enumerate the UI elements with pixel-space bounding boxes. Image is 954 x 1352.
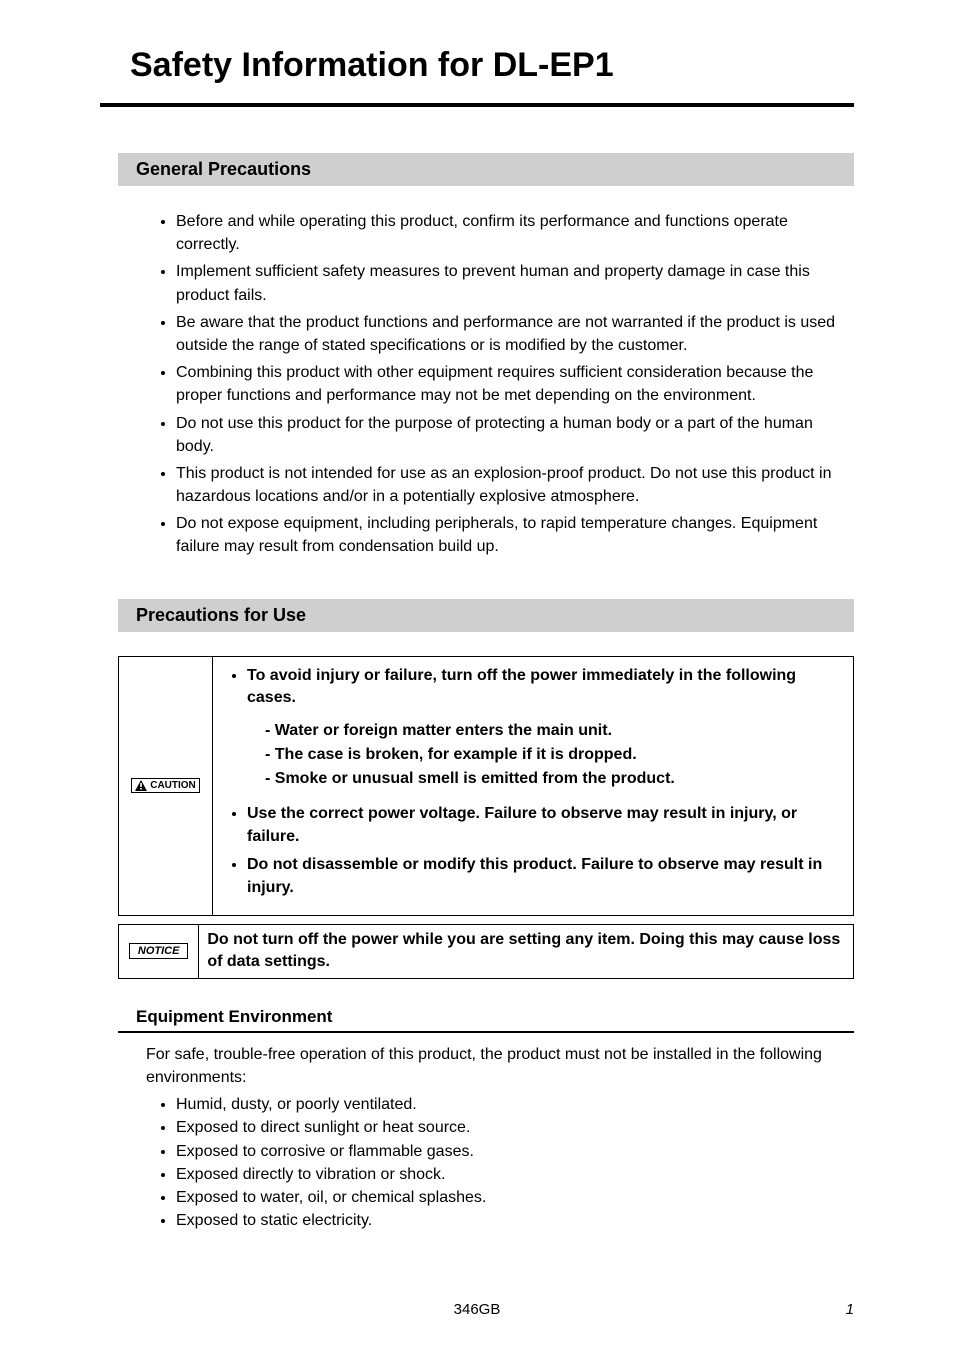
footer-center: 346GB [454,1301,501,1318]
caution-badge: CAUTION [131,778,200,793]
list-item: Combining this product with other equipm… [176,361,854,407]
list-item: Exposed to direct sunlight or heat sourc… [176,1116,854,1139]
caution-badge-label: CAUTION [150,780,196,791]
document-title: Safety Information for DL-EP1 [100,40,854,107]
document-page: Safety Information for DL-EP1 General Pr… [0,0,954,1352]
caution-badge-cell: CAUTION [119,657,213,915]
list-item: Use the correct power voltage. Failure t… [247,803,841,848]
caution-callout: CAUTION To avoid injury or failure, turn… [118,656,854,916]
notice-badge-cell: NOTICE [119,925,199,978]
list-item: Do not expose equipment, including perip… [176,512,854,558]
list-item: Implement sufficient safety measures to … [176,260,854,306]
caution-sub-list: Water or foreign matter enters the main … [247,719,841,791]
list-item: Exposed directly to vibration or shock. [176,1163,854,1186]
caution-list: To avoid injury or failure, turn off the… [225,665,841,899]
list-item: This product is not intended for use as … [176,462,854,508]
list-item: Exposed to static electricity. [176,1209,854,1232]
list-item: Exposed to corrosive or flammable gases. [176,1140,854,1163]
list-item: Do not use this product for the purpose … [176,412,854,458]
section-heading-use: Precautions for Use [118,599,854,632]
caution-lead: To avoid injury or failure, turn off the… [247,665,841,792]
list-item: The case is broken, for example if it is… [265,743,841,767]
section-heading-general: General Precautions [118,153,854,186]
subheading-environment: Equipment Environment [118,1007,854,1033]
list-item: Be aware that the product functions and … [176,311,854,357]
list-item: Exposed to water, oil, or chemical splas… [176,1186,854,1209]
list-item: Do not disassemble or modify this produc… [247,854,841,899]
environment-list: Humid, dusty, or poorly ventilated. Expo… [100,1093,854,1232]
environment-intro: For safe, trouble-free operation of this… [146,1043,854,1089]
page-footer: 346GB 1 [0,1301,954,1318]
page-number: 1 [846,1301,854,1318]
warning-triangle-icon [135,780,147,791]
list-item: Smoke or unusual smell is emitted from t… [265,767,841,791]
notice-text: Do not turn off the power while you are … [199,925,853,978]
caution-lead-text: To avoid injury or failure, turn off the… [247,667,796,706]
notice-callout: NOTICE Do not turn off the power while y… [118,924,854,979]
caution-content: To avoid injury or failure, turn off the… [213,657,853,915]
list-item: Humid, dusty, or poorly ventilated. [176,1093,854,1116]
list-item: Before and while operating this product,… [176,210,854,256]
notice-badge: NOTICE [129,943,189,959]
general-precautions-list: Before and while operating this product,… [100,210,854,559]
list-item: Water or foreign matter enters the main … [265,719,841,743]
